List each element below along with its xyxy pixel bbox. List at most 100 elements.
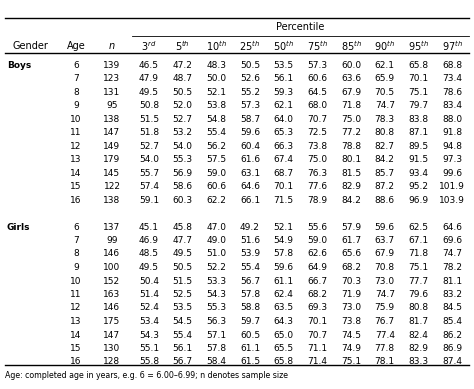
Text: 89.5: 89.5 [409,142,428,151]
Text: 55.3: 55.3 [173,155,192,164]
Text: 66.3: 66.3 [273,142,294,151]
Text: 67.9: 67.9 [341,88,361,96]
Text: 61.1: 61.1 [273,277,294,286]
Text: 53.9: 53.9 [240,249,260,259]
Text: 3$^{rd}$: 3$^{rd}$ [141,39,156,53]
Text: 6: 6 [73,61,79,70]
Text: 138: 138 [103,196,120,205]
Text: 139: 139 [103,61,120,70]
Text: 52.7: 52.7 [139,142,159,151]
Text: 88.0: 88.0 [442,114,462,123]
Text: 84.2: 84.2 [375,155,395,164]
Text: 73.4: 73.4 [442,74,462,83]
Text: Gender: Gender [12,41,48,51]
Text: 10$^{th}$: 10$^{th}$ [206,39,227,53]
Text: 122: 122 [103,182,120,191]
Text: 76.3: 76.3 [307,168,328,177]
Text: 91.8: 91.8 [442,128,462,137]
Text: 60.3: 60.3 [173,196,192,205]
Text: 56.3: 56.3 [206,317,226,326]
Text: 75.9: 75.9 [374,303,395,312]
Text: 77.8: 77.8 [374,344,395,353]
Text: 70.7: 70.7 [307,114,328,123]
Text: 74.7: 74.7 [375,101,395,110]
Text: 84.2: 84.2 [341,196,361,205]
Text: 99: 99 [106,236,118,245]
Text: Percentile: Percentile [276,22,325,32]
Text: 123: 123 [103,74,120,83]
Text: 86.9: 86.9 [442,344,462,353]
Text: 78.3: 78.3 [374,114,395,123]
Text: 163: 163 [103,290,120,299]
Text: 97$^{th}$: 97$^{th}$ [442,39,463,53]
Text: 74.7: 74.7 [442,249,462,259]
Text: 11: 11 [70,128,82,137]
Text: 8: 8 [73,88,79,96]
Text: 90$^{th}$: 90$^{th}$ [374,39,395,53]
Text: 50.5: 50.5 [240,61,260,70]
Text: 93.4: 93.4 [409,168,428,177]
Text: 103.9: 103.9 [439,196,465,205]
Text: 179: 179 [103,155,120,164]
Text: 71.8: 71.8 [341,101,361,110]
Text: 77.6: 77.6 [307,182,328,191]
Text: 75.1: 75.1 [409,88,428,96]
Text: 52.6: 52.6 [240,74,260,83]
Text: 60.6: 60.6 [307,74,328,83]
Text: $\it{n}$: $\it{n}$ [108,41,116,51]
Text: 64.6: 64.6 [240,182,260,191]
Text: 55.3: 55.3 [206,303,226,312]
Text: 47.9: 47.9 [139,74,159,83]
Text: 96.9: 96.9 [409,196,428,205]
Text: 12: 12 [70,303,82,312]
Text: 63.5: 63.5 [273,303,294,312]
Text: 152: 152 [103,277,120,286]
Text: 83.8: 83.8 [409,114,428,123]
Text: 95.2: 95.2 [409,182,428,191]
Text: 52.5: 52.5 [173,290,192,299]
Text: 16: 16 [70,196,82,205]
Text: 67.9: 67.9 [374,249,395,259]
Text: 62.6: 62.6 [307,249,328,259]
Text: 55.1: 55.1 [139,344,159,353]
Text: 77.7: 77.7 [409,277,428,286]
Text: 50.5: 50.5 [173,88,192,96]
Text: 80.8: 80.8 [409,303,428,312]
Text: 130: 130 [103,344,120,353]
Text: 59.6: 59.6 [374,223,395,231]
Text: 85$^{th}$: 85$^{th}$ [340,39,362,53]
Text: 74.9: 74.9 [341,344,361,353]
Text: 61.7: 61.7 [341,236,361,245]
Text: 59.7: 59.7 [240,317,260,326]
Text: 137: 137 [103,223,120,231]
Text: 58.6: 58.6 [173,182,192,191]
Text: 147: 147 [103,128,120,137]
Text: 73.0: 73.0 [341,303,361,312]
Text: 47.7: 47.7 [173,236,192,245]
Text: 7: 7 [73,236,79,245]
Text: 69.6: 69.6 [442,236,462,245]
Text: 52.4: 52.4 [139,303,159,312]
Text: 85.7: 85.7 [374,168,395,177]
Text: 13: 13 [70,155,82,164]
Text: 73.0: 73.0 [374,277,395,286]
Text: 57.8: 57.8 [206,344,226,353]
Text: 9: 9 [73,263,79,272]
Text: 70.1: 70.1 [409,74,428,83]
Text: 55.2: 55.2 [240,88,260,96]
Text: 53.3: 53.3 [206,277,226,286]
Text: 149: 149 [103,142,120,151]
Text: 53.5: 53.5 [273,61,294,70]
Text: 52.1: 52.1 [273,223,294,231]
Text: 78.9: 78.9 [307,196,328,205]
Text: 56.7: 56.7 [240,277,260,286]
Text: 54.5: 54.5 [173,317,192,326]
Text: 61.5: 61.5 [240,357,260,366]
Text: 50.4: 50.4 [139,277,159,286]
Text: 55.4: 55.4 [173,331,192,340]
Text: 52.0: 52.0 [173,101,192,110]
Text: 71.4: 71.4 [307,357,328,366]
Text: 62.5: 62.5 [409,223,428,231]
Text: 62.1: 62.1 [375,61,395,70]
Text: 55.7: 55.7 [139,168,159,177]
